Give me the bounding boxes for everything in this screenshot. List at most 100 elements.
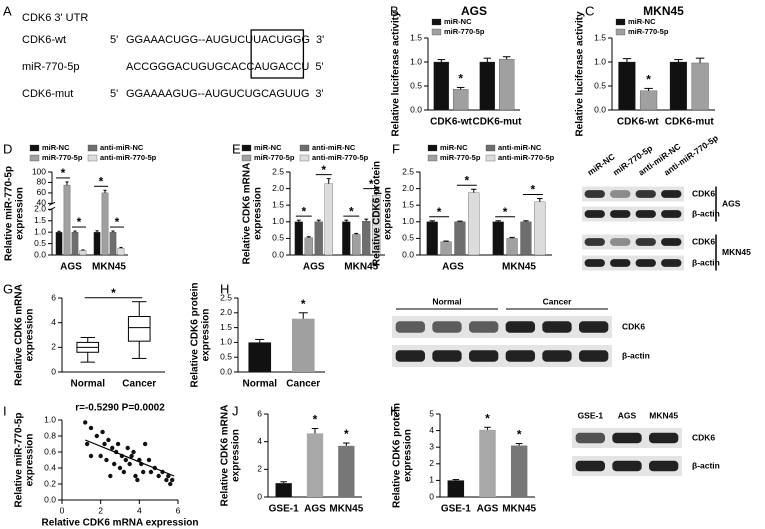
bar [63, 184, 71, 256]
y-tick-label: 1.0 [402, 216, 414, 226]
blot-strip [582, 255, 684, 271]
bar [479, 429, 496, 497]
bar [71, 232, 79, 256]
legend-swatch [485, 144, 496, 152]
blot-band [635, 190, 656, 198]
point [127, 461, 132, 467]
y-tick-label: 5 [429, 408, 434, 418]
y-tick-label: 0.0 [34, 249, 46, 259]
x-tick-label: MKN45 [329, 504, 363, 515]
x-tick-label: AGS [304, 504, 326, 515]
y-tick-label: 0 [429, 491, 434, 501]
x-tick-label: AGS [303, 262, 325, 273]
y-axis-label: Relative CDK6 mRNA [220, 405, 231, 507]
sequence-segment: G--AUGUCU [189, 88, 253, 100]
y-tick-label: 2.0 [220, 307, 232, 317]
bar [498, 58, 515, 111]
sequence-segment: AUGACC [254, 61, 301, 73]
y-tick-label: 2.0 [402, 183, 414, 193]
y-axis-label: expression [25, 309, 36, 362]
y-tick-label: 2.5 [220, 292, 232, 302]
bar [338, 445, 355, 497]
bar [93, 232, 101, 256]
x-tick-label: MKN45 [502, 262, 536, 273]
y-axis-label: expression [25, 434, 36, 487]
significance-mark: * [344, 427, 349, 441]
point [146, 457, 152, 463]
blot-column-label: Cancer [543, 296, 573, 306]
y-tick-label: 1.0 [594, 56, 606, 66]
sequence-segment: ACCGG [126, 61, 166, 73]
strand-end: 3' [316, 34, 324, 46]
bar [306, 433, 324, 497]
x-tick-label: AGS [477, 504, 499, 515]
point [102, 441, 107, 447]
significance-mark: * [77, 215, 82, 229]
significance-mark: * [646, 73, 651, 87]
bar [117, 248, 125, 256]
y-tick-label: 3 [429, 441, 434, 451]
sequence-segment: G [301, 34, 310, 46]
sequence-segment: G--AUGUCU [190, 34, 254, 46]
y-axis-label: Relative CDK6 mRNA [14, 284, 25, 386]
significance-mark: * [301, 297, 306, 311]
panel-label: K [390, 403, 399, 418]
point [84, 441, 90, 447]
y-tick-label: 0.5 [402, 233, 414, 243]
point [100, 429, 105, 435]
bar [433, 61, 450, 111]
chart-title: MKN45 [643, 4, 684, 18]
y-tick-label: 0.5 [220, 351, 232, 361]
bar [352, 234, 361, 256]
y-tick-label: 1.5 [272, 199, 284, 209]
point [112, 461, 117, 467]
y-tick-label: 6 [51, 292, 56, 302]
blot-strip [582, 206, 684, 222]
seed-box [250, 29, 305, 79]
y-axis-label: expression [201, 309, 212, 362]
y-tick-label: 0.8 [44, 430, 56, 440]
sequence-segment: GGAAA [126, 88, 166, 100]
blot-band [610, 259, 631, 267]
chart-title: r=-0.5290 P=0.0002 [75, 403, 165, 414]
bar [294, 221, 303, 256]
y-tick-label: 1 [429, 475, 434, 485]
legend-swatch [87, 144, 98, 152]
strand-end: 5' [110, 34, 118, 46]
bar [639, 90, 658, 111]
point [110, 445, 115, 451]
significance-mark: * [313, 413, 318, 427]
sequence-segment: UACUGG [253, 34, 301, 46]
legend-swatch [87, 154, 98, 162]
y-axis-label: expression [253, 187, 264, 240]
bar [79, 250, 87, 256]
strand-end: 5' [110, 88, 118, 100]
blot-band [610, 238, 631, 246]
blot-row-label: β-actin [692, 208, 720, 218]
blot-band [395, 350, 425, 362]
legend-swatch [241, 154, 252, 162]
panel-label: C [585, 3, 594, 18]
x-tick-label: MKN45 [344, 262, 378, 273]
point [148, 469, 154, 475]
blot-band [469, 321, 499, 333]
y-tick-label: 80 [37, 177, 47, 187]
bar [101, 192, 109, 256]
sequence-segment: AGU [165, 88, 189, 100]
y-axis-label: expression [15, 187, 26, 240]
blot-band [584, 190, 605, 198]
panel-label: H [220, 281, 229, 296]
blot-group-label: AGS [722, 198, 741, 208]
strand-end: 3' [315, 88, 323, 100]
y-axis-label: expression [383, 187, 394, 240]
blot-band [661, 238, 682, 246]
significance-mark: * [349, 204, 354, 218]
bar [440, 241, 452, 256]
blot-column-label: GSE-1 [578, 410, 604, 420]
blot-band [579, 350, 609, 362]
point [164, 477, 169, 483]
sequence-title: CDK6 3' UTR [22, 12, 88, 24]
blot-strip [582, 234, 684, 250]
legend-swatch [299, 154, 310, 162]
